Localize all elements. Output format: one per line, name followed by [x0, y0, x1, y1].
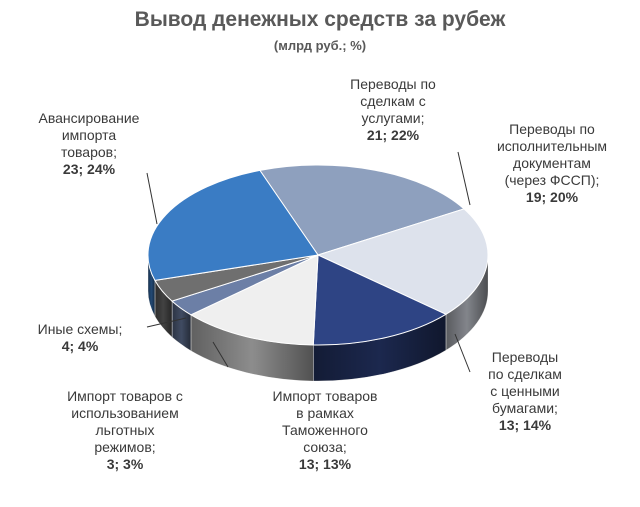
leader-line [146, 172, 158, 225]
label-securities: Переводы по сделкам с ценными бумагами; 13;… [488, 349, 562, 433]
leader-line [454, 333, 471, 373]
label-fssp: Переводы по исполнительным документам (чере… [496, 121, 608, 205]
pie-slice-side-shade [147, 255, 155, 317]
pie-slice-side-shade [172, 301, 191, 351]
label-customs-union: Импорт товаров в рамках Таможенного союза; … [272, 388, 378, 472]
label-services: Переводы по сделкам с услугами; 21; 22% [350, 76, 436, 143]
chart-subtitle: (млрд руб.; %) [273, 38, 367, 53]
pie-slice-side-shade [445, 255, 489, 351]
leader-line [212, 341, 229, 368]
leader-line [457, 151, 471, 206]
label-import-advance: Авансирование импорта товаров; 23; 24% [38, 110, 140, 177]
pie-slice [189, 254, 319, 346]
pie-sides [147, 254, 489, 382]
leader-line [146, 317, 187, 328]
pie-slice [147, 169, 319, 281]
label-other-schemes: Иные схемы; 4; 4% [37, 321, 123, 354]
pie-slice [312, 254, 447, 346]
pie-slice-side-shade [313, 314, 446, 382]
pie-slice [259, 164, 465, 256]
label-preferential-import: Импорт товаров с использованием льготных ре… [67, 388, 183, 472]
leader-lines [146, 151, 471, 373]
chart-title: Вывод денежных средств за рубеж [134, 8, 506, 31]
pie-tops [147, 164, 489, 346]
pie-slice [316, 208, 489, 315]
pie-slice-side-shade [190, 314, 314, 381]
pie-slice-side-shade [154, 280, 172, 338]
